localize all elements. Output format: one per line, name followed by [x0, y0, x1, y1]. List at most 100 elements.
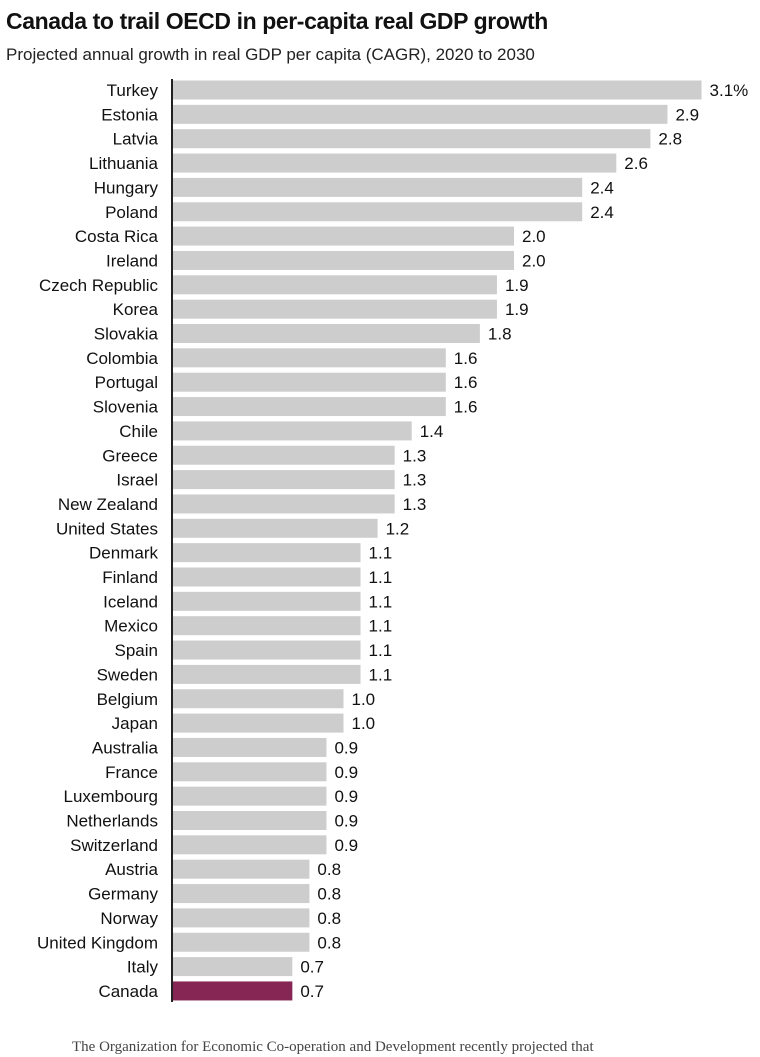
bar-denmark [173, 543, 361, 563]
bar-new-zealand [173, 494, 395, 514]
value-label: 1.2 [386, 519, 410, 538]
category-label: Ireland [106, 251, 158, 270]
value-label: 0.8 [317, 909, 341, 928]
category-label: Netherlands [66, 812, 158, 831]
value-label: 1.6 [454, 349, 478, 368]
chart-title: Canada to trail OECD in per-capita real … [6, 8, 548, 34]
bar-hungary [173, 177, 583, 197]
bar-netherlands [173, 811, 327, 830]
value-label: 0.9 [334, 812, 358, 831]
value-label: 1.1 [369, 568, 393, 587]
category-label: Poland [105, 203, 158, 222]
category-label: France [105, 763, 158, 782]
category-label: Czech Republic [39, 276, 159, 295]
category-label: Switzerland [70, 836, 158, 855]
value-label: 1.1 [369, 592, 393, 611]
category-label: Latvia [113, 130, 159, 149]
value-label: 1.9 [505, 300, 529, 319]
bar-japan [173, 713, 344, 733]
category-label: Denmark [89, 544, 158, 563]
category-label: Estonia [101, 105, 158, 124]
category-label: Norway [100, 909, 158, 928]
value-label: 0.8 [317, 860, 341, 879]
bar-colombia [173, 348, 446, 368]
category-label: Portugal [95, 373, 158, 392]
bar-estonia [173, 104, 668, 124]
value-label: 2.4 [590, 178, 614, 197]
value-label: 0.8 [317, 885, 341, 904]
value-label: 1.0 [352, 714, 376, 733]
category-label: United Kingdom [37, 933, 158, 952]
value-label: 2.4 [590, 203, 614, 222]
value-label: 0.9 [334, 738, 358, 757]
category-label: Finland [102, 568, 158, 587]
bar-germany [173, 884, 310, 904]
value-label: 1.1 [369, 617, 393, 636]
category-label: Slovakia [94, 325, 159, 344]
bar-spain [173, 640, 361, 660]
bar-france [173, 762, 327, 782]
bar-switzerland [173, 835, 327, 855]
bar-slovakia [173, 324, 480, 343]
category-label: Japan [112, 714, 158, 733]
bar-belgium [173, 689, 344, 709]
category-label: Iceland [103, 592, 158, 611]
value-label: 2.0 [522, 251, 546, 270]
value-label: 1.0 [352, 690, 376, 709]
bar-iceland [173, 591, 361, 611]
value-label: 0.9 [334, 787, 358, 806]
bar-sweden [173, 664, 361, 684]
category-label: Luxembourg [63, 787, 158, 806]
value-label: 0.8 [317, 933, 341, 952]
category-label: Turkey [107, 81, 159, 100]
value-label: 0.9 [334, 836, 358, 855]
value-label: 1.6 [454, 373, 478, 392]
value-label: 3.1% [710, 81, 749, 100]
category-label: Lithuania [89, 154, 159, 173]
bar-czech-republic [173, 275, 497, 295]
value-label: 0.7 [300, 958, 324, 977]
value-label: 1.3 [403, 446, 427, 465]
category-label: Israel [116, 471, 158, 490]
value-label: 1.1 [369, 641, 393, 660]
bar-united-states [173, 518, 378, 538]
bar-finland [173, 567, 361, 587]
bar-ireland [173, 250, 514, 270]
category-label: Colombia [86, 349, 158, 368]
category-label: Canada [98, 982, 158, 1001]
category-label: Mexico [104, 617, 158, 636]
category-label: Chile [119, 422, 158, 441]
bar-portugal [173, 372, 446, 392]
category-label: Sweden [97, 665, 158, 684]
value-label: 1.3 [403, 495, 427, 514]
bar-luxembourg [173, 786, 327, 806]
bar-italy [173, 957, 293, 977]
bar-austria [173, 859, 310, 879]
value-label: 1.1 [369, 665, 393, 684]
bar-australia [173, 737, 327, 757]
category-label: Italy [127, 958, 159, 977]
value-label: 2.8 [658, 130, 682, 149]
category-label: Belgium [97, 690, 158, 709]
value-label: 1.6 [454, 398, 478, 417]
value-label: 2.0 [522, 227, 546, 246]
bar-costa-rica [173, 226, 514, 246]
category-label: Hungary [94, 178, 159, 197]
bar-israel [173, 470, 395, 490]
value-label: 1.9 [505, 276, 529, 295]
bar-mexico [173, 616, 361, 636]
bar-poland [173, 202, 583, 222]
value-label: 1.8 [488, 325, 512, 344]
bar-greece [173, 445, 395, 465]
value-label: 0.9 [334, 763, 358, 782]
bar-canada [173, 981, 293, 1001]
value-label: 1.3 [403, 471, 427, 490]
bar-united-kingdom [173, 932, 310, 952]
value-label: 2.9 [675, 105, 699, 124]
value-label: 2.6 [624, 154, 648, 173]
value-label: 1.1 [369, 544, 393, 563]
bar-turkey [173, 80, 702, 100]
bar-chile [173, 421, 412, 441]
category-label: Spain [115, 641, 158, 660]
article-caption: The Organization for Economic Co-operati… [72, 1039, 594, 1055]
